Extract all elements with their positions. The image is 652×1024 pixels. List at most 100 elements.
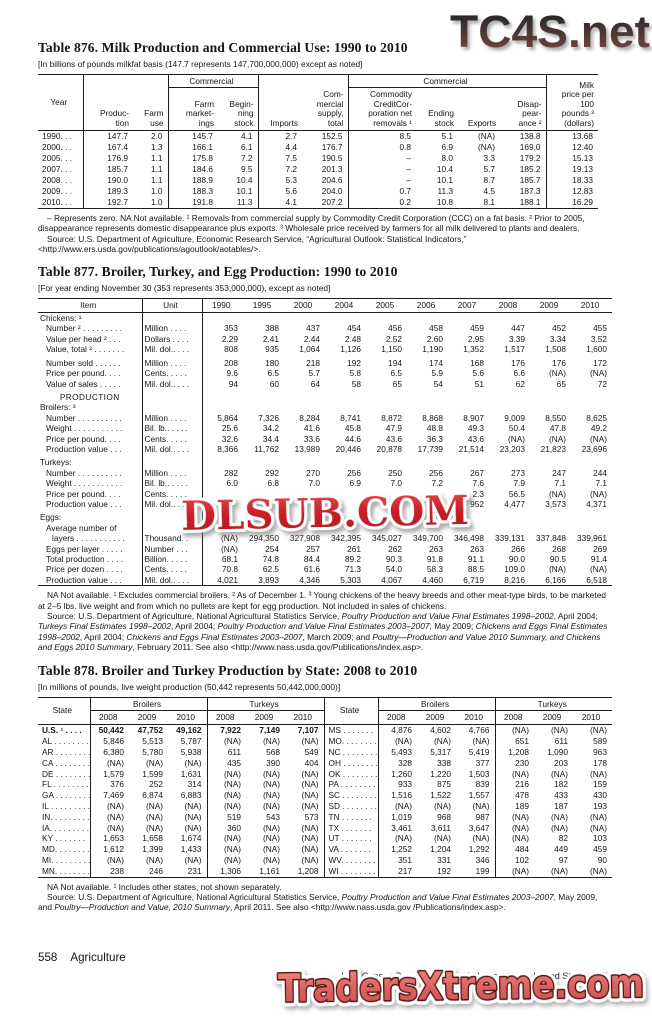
value-cell: (NA) — [377, 833, 417, 845]
table-877-bracket-note: [For year ending November 30 (353 repres… — [38, 282, 331, 293]
col-header-year: 2008 — [206, 710, 246, 725]
state-cell: AR . . . . . . . . — [42, 747, 90, 758]
table-row: FL . . . . . . . . 376 252 314 (NA) (NA) (NA) P… — [38, 779, 612, 791]
value-cell: (NA) — [494, 724, 534, 737]
value-cell: 7.0 — [308, 478, 320, 489]
col-header-milk-price: Milk price per 100 pounds ³ (dollars) — [545, 74, 599, 131]
value-cell — [243, 489, 284, 499]
value-cell: 6.9 — [349, 478, 361, 489]
value-cell: (NA) — [548, 564, 566, 575]
table-row: Production value . . . Mil. dol.. . . . 8,… — [38, 443, 612, 455]
value-cell: 190.5 — [321, 153, 343, 164]
value-cell: (NA) — [184, 855, 202, 866]
value-cell: 91.1 — [467, 554, 484, 564]
value-cell: 459 — [470, 323, 484, 334]
value-cell: (NA) — [262, 822, 280, 833]
value-cell — [201, 488, 243, 499]
state-cell: TN . . . . . . . — [323, 811, 378, 823]
value-cell: 15.13 — [545, 153, 599, 165]
table-row: GA . . . . . . . . 7,469 6,874 6,883 (NA) (NA… — [38, 790, 612, 802]
value-cell: 2.60 — [426, 333, 443, 344]
state-cell: SD . . . . . . . . — [323, 801, 378, 812]
value-cell: 61.6 — [303, 564, 320, 575]
group-header-turkeys-right: Turkeys — [494, 697, 613, 712]
value-cell: (NA) — [301, 855, 319, 866]
value-cell: 4,346 — [299, 574, 320, 585]
value-cell: 0.2 — [347, 197, 417, 209]
value-cell: (NA) — [477, 131, 496, 142]
value-cell: (NA) — [206, 790, 246, 802]
item-label: Price per pound. . . . — [46, 368, 121, 379]
value-cell: 7,326 — [258, 412, 279, 423]
source-text-segment: , May 2009; — [429, 621, 476, 632]
value-cell: (NA) — [184, 801, 202, 812]
value-cell: 166.1 — [167, 142, 218, 154]
page-number: 558 — [38, 951, 58, 964]
value-cell: 71.3 — [344, 564, 361, 575]
value-cell: 1,292 — [468, 844, 490, 855]
table-row: 1990. . . 147.7 2.0 145.7 4.1 2.7 152.5 8.5 5.1 (… — [38, 130, 599, 143]
state-cell: MS . . . . . . . — [323, 724, 378, 737]
value-cell: 1,252 — [377, 844, 417, 856]
state-cell: MD. . . . . . . . — [42, 844, 90, 855]
value-cell: 4.1 — [240, 131, 253, 142]
value-cell: 6,380 — [89, 747, 129, 758]
source-text-segment: Poultry—Production and Value, 2010 Summa… — [54, 902, 230, 913]
value-cell: 68.1 — [201, 554, 243, 565]
value-cell: 185.7 — [82, 164, 133, 176]
unit-cell: Mil. dol.. . . . — [141, 378, 202, 389]
value-cell: 10.1 — [436, 175, 454, 186]
state-cell: VA . . . . . . . — [323, 844, 378, 856]
value-cell: 7.2 — [257, 164, 303, 176]
value-cell: 377 — [475, 757, 490, 768]
value-cell: 1,599 — [142, 768, 163, 779]
value-cell: 404 — [304, 757, 319, 768]
value-cell: 2.3 — [472, 488, 484, 499]
table-row: Chickens: ¹ — [38, 312, 612, 324]
item-label: Price per pound. . . . — [46, 433, 121, 444]
table-row: KY . . . . . . . 1,653 1,658 1,674 (NA) (NA) (… — [38, 833, 612, 845]
value-cell: 1,631 — [180, 768, 202, 779]
col-header-year: 2009 — [542, 712, 562, 723]
value-cell: 9.5 — [240, 164, 253, 175]
value-cell: 174 — [429, 357, 443, 368]
value-cell — [325, 499, 366, 509]
col-header-year: 2009 — [254, 712, 274, 723]
table-row: layers . . . . . . . . . . . Thousand. .(… — [38, 533, 612, 544]
table-row: Number . . . . . . . . . . Million . . . … — [38, 412, 612, 424]
empty-cell — [141, 402, 202, 413]
value-cell: 346 — [475, 855, 490, 866]
broiler-turkey-egg-table: Item Unit 1990 1995 2000 2004 2005 2006 … — [38, 297, 612, 587]
value-cell: 3.34 — [549, 333, 566, 344]
value-cell: 1,220 — [430, 768, 451, 779]
value-cell: 18.33 — [545, 175, 599, 187]
value-cell: 351 — [377, 855, 417, 866]
value-cell: 47.9 — [385, 423, 402, 434]
value-cell: 339,131 — [495, 533, 525, 544]
value-cell: 3,611 — [430, 822, 451, 833]
value-cell: 194 — [388, 357, 402, 368]
value-cell: 102 — [494, 855, 534, 866]
value-cell: 109.0 — [504, 564, 525, 575]
value-cell: 2.41 — [262, 333, 279, 344]
value-cell: 353 — [201, 323, 243, 334]
value-cell: (NA) — [433, 801, 451, 812]
value-cell: 294,350 — [249, 533, 279, 544]
value-cell: 192 — [437, 865, 451, 876]
value-cell: 203 — [554, 757, 568, 768]
value-cell: (NA) — [589, 564, 607, 575]
table-row: Production value . . . Mil. dol.. . . . 4,… — [38, 574, 612, 586]
value-cell: 6.9 — [441, 142, 454, 153]
value-cell: 74.8 — [262, 554, 279, 564]
table-row: Turkeys: — [38, 454, 612, 468]
source-text-segment: , April 2004; — [170, 621, 218, 632]
value-cell: (NA) — [507, 433, 525, 444]
state-cell: U.S. ¹ . . . . — [42, 725, 82, 736]
state-cell: CA . . . . . . . . — [42, 757, 90, 768]
table-row: Weight . . . . . . . . . . . Bil. lb.. . … — [38, 423, 612, 434]
value-cell: 175.8 — [167, 153, 218, 165]
section-table-876: Table 876. Milk Production and Commercia… — [38, 40, 614, 255]
state-cell: AL . . . . . . . . — [42, 736, 89, 747]
value-cell: (NA) — [472, 736, 490, 747]
value-cell: 7,149 — [259, 725, 280, 736]
